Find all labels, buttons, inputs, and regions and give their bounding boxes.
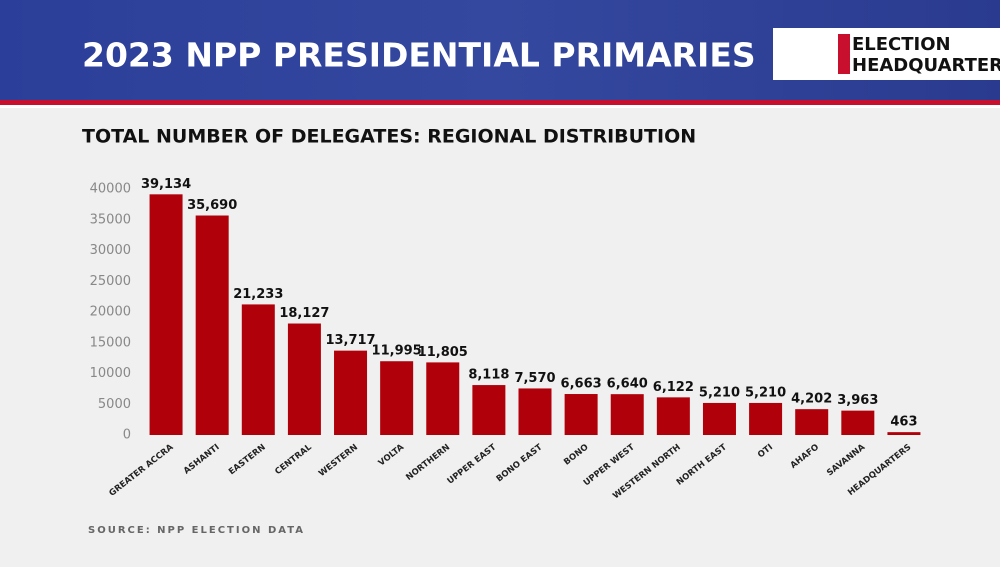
logo-line: HEADQUARTERS: [852, 55, 1000, 76]
value-label: 6,663: [561, 377, 602, 392]
bar: [564, 394, 598, 435]
bar: [887, 432, 921, 435]
y-tick-label: 30000: [90, 243, 131, 258]
header-stripe-white: [0, 105, 1000, 108]
bar: [149, 194, 183, 435]
value-label: 5,210: [745, 385, 786, 400]
source: SOURCE: NPP ELECTION DATA: [88, 525, 305, 536]
bar: [241, 304, 275, 435]
value-label: 11,805: [418, 345, 468, 360]
y-tick-label: 5000: [98, 397, 131, 412]
bar: [795, 409, 829, 435]
logo-icon: [838, 34, 850, 74]
bar: [841, 410, 875, 435]
bar: [334, 350, 368, 435]
bar: [287, 323, 321, 435]
bar: [426, 362, 460, 435]
value-label: 4,202: [791, 392, 832, 407]
y-tick-label: 10000: [90, 366, 131, 381]
bar: [472, 385, 506, 435]
bar: [380, 361, 414, 435]
y-tick-label: 25000: [90, 274, 131, 289]
bar: [518, 388, 552, 435]
value-label: 11,995: [372, 344, 422, 359]
value-label: 18,127: [279, 306, 329, 321]
value-label: 39,134: [141, 177, 191, 192]
header-stripe: [0, 100, 1000, 105]
bar: [702, 402, 736, 435]
bar: [195, 215, 229, 435]
value-label: 21,233: [233, 287, 283, 302]
y-tick-label: 0: [123, 428, 131, 443]
page-title: 2023 NPP PRESIDENTIAL PRIMARIES: [82, 36, 756, 75]
y-tick-label: 15000: [90, 335, 131, 350]
value-label: 8,118: [468, 368, 509, 383]
value-label: 6,122: [653, 380, 694, 395]
value-label: 5,210: [699, 385, 740, 400]
value-label: 7,570: [514, 371, 555, 386]
y-tick-label: 35000: [90, 212, 131, 227]
logo-box: [773, 28, 1000, 80]
value-label: 13,717: [325, 333, 375, 348]
value-label: 6,640: [607, 377, 648, 392]
bar: [610, 394, 644, 435]
value-label: 3,963: [837, 393, 878, 408]
value-label: 35,690: [187, 198, 237, 213]
bar: [749, 402, 783, 435]
y-tick-label: 20000: [90, 305, 131, 320]
value-label: 463: [890, 415, 917, 430]
y-tick-label: 40000: [90, 182, 131, 197]
bar: [656, 397, 690, 435]
chart-title: TOTAL NUMBER OF DELEGATES: REGIONAL DIST…: [82, 126, 696, 148]
logo-line: ELECTION: [852, 34, 951, 55]
